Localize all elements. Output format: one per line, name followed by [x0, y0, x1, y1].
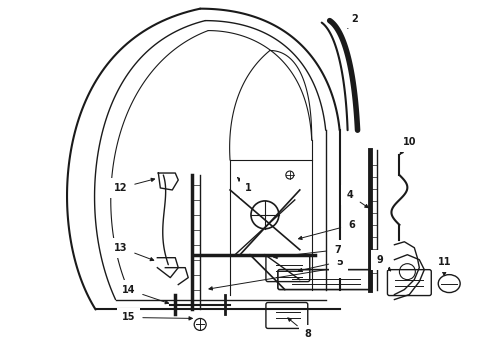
Text: 13: 13	[114, 243, 154, 261]
Text: 14: 14	[122, 284, 169, 304]
Text: 6: 6	[298, 220, 355, 239]
Text: 1: 1	[238, 177, 251, 193]
Text: 3: 3	[209, 263, 341, 290]
Text: 9: 9	[376, 255, 391, 271]
Text: 8: 8	[288, 318, 311, 339]
Text: 4: 4	[346, 190, 368, 208]
Text: 15: 15	[122, 312, 192, 323]
Text: 10: 10	[400, 137, 416, 154]
Text: 2: 2	[348, 14, 358, 28]
Text: 12: 12	[114, 178, 155, 193]
Text: 5: 5	[298, 257, 343, 272]
Text: 11: 11	[438, 257, 451, 275]
Text: 7: 7	[274, 245, 341, 258]
